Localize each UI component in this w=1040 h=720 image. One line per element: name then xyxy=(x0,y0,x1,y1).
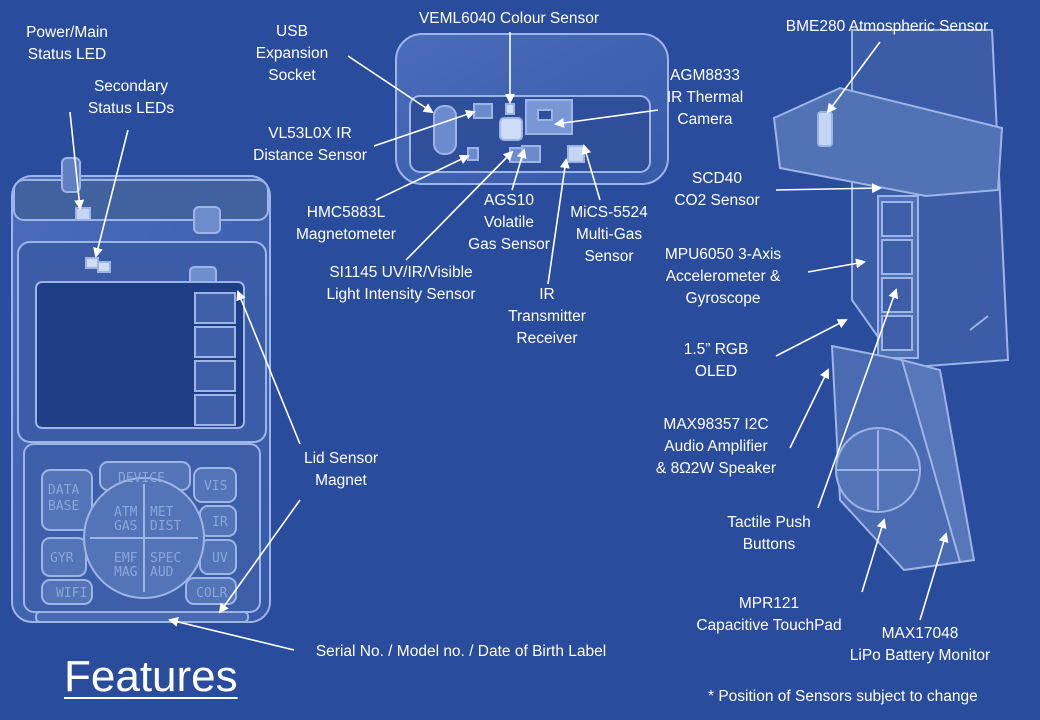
leader-lid-magnet xyxy=(218,499,301,614)
leader-power-led xyxy=(69,111,85,210)
leader-buttons xyxy=(817,288,899,509)
leader-si1145 xyxy=(405,150,514,261)
key-database-1: DATA xyxy=(48,483,79,498)
label-mpr121: MPR121 Capacitive TouchPad xyxy=(696,595,842,634)
label-mpu6050: MPU6050 3-Axis Accelerometer & Gyroscope xyxy=(664,246,782,307)
label-max17048: MAX17048 LiPo Battery Monitor xyxy=(849,625,991,664)
label-si1145: SI1145 UV/IR/Visible Light Intensity Sens… xyxy=(326,264,476,303)
label-buttons: Tactile Push Buttons xyxy=(727,514,811,553)
key-mag: MAG xyxy=(114,565,138,580)
leader-mpr121 xyxy=(861,518,887,593)
leader-mpu6050 xyxy=(807,258,866,273)
label-secondary-leds: Secondary Status LEDs xyxy=(87,78,175,117)
leader-max98357 xyxy=(789,368,829,449)
key-dist: DIST xyxy=(150,519,181,534)
leader-lid-button xyxy=(236,290,301,445)
hmc5883l-chip xyxy=(467,147,479,161)
leader-oled xyxy=(775,319,848,357)
key-uv: UV xyxy=(212,551,228,566)
label-veml6040: VEML6040 Colour Sensor xyxy=(418,10,600,27)
key-gas: GAS xyxy=(114,519,137,534)
footnote: * Position of Sensors subject to change xyxy=(708,688,978,705)
bme280-chip xyxy=(817,111,833,147)
label-lid-magnet: Lid Sensor Magnet xyxy=(303,450,379,489)
leader-mics5524 xyxy=(581,144,601,201)
usb-socket xyxy=(433,105,457,155)
oled-screen xyxy=(35,281,245,429)
label-vl53l0x: VL53L0X IR Distance Sensor xyxy=(253,125,367,164)
leader-hmc5883l xyxy=(375,154,470,201)
side-view-device xyxy=(772,29,1010,572)
key-met: MET xyxy=(150,505,174,520)
leader-agm8833 xyxy=(554,109,659,128)
key-emf: EMF xyxy=(114,551,138,566)
label-ags10: AGS10 Volatile Gas Sensor xyxy=(468,192,550,253)
label-power-led: Power/Main Status LED xyxy=(26,24,108,63)
label-mics5524: MiCS-5524 Multi-Gas Sensor xyxy=(570,204,648,265)
serial-label xyxy=(35,611,249,623)
key-device: DEVICE xyxy=(118,471,165,486)
label-serial: Serial No. / Model no. / Date of Birth L… xyxy=(315,643,607,660)
secondary-led-2 xyxy=(97,261,111,273)
label-usb: USB Expansion Socket xyxy=(255,23,329,84)
key-gyr: GYR xyxy=(50,551,74,566)
label-oled: 1.5” RGB OLED xyxy=(683,341,749,380)
key-database-2: BASE xyxy=(48,499,79,514)
page-title: Features xyxy=(64,652,238,701)
key-atm: ATM xyxy=(114,505,138,520)
leader-usb xyxy=(347,55,434,114)
leader-ir-tx xyxy=(547,158,570,285)
key-wifi: WIFI xyxy=(56,586,87,601)
side-button xyxy=(193,206,221,234)
leader-bme280 xyxy=(826,41,881,114)
label-scd40: SCD40 CO2 Sensor xyxy=(674,170,760,209)
leader-scd40 xyxy=(775,183,882,194)
leader-serial xyxy=(168,617,295,651)
leader-vl53l0x xyxy=(373,109,476,147)
label-agm8833: AGM8833 IR Thermal Camera xyxy=(666,67,744,128)
leader-ags10 xyxy=(511,148,527,191)
leader-max17048 xyxy=(919,532,949,621)
front-view-device: DATA BASE GYR WIFI DEVICE VIS IR UV COLR… xyxy=(11,157,271,623)
key-colr: COLR xyxy=(196,586,227,601)
leader-secondary-leds xyxy=(93,129,129,258)
label-ir-tx: IR Transmitter Receiver xyxy=(508,286,586,347)
label-hmc5883l: HMC5883L Magnetometer xyxy=(296,204,396,243)
key-aud: AUD xyxy=(150,565,174,580)
label-bme280: BME280 Atmospheric Sensor xyxy=(785,18,989,35)
ir-tx-rx xyxy=(499,117,523,141)
key-spec: SPEC xyxy=(150,551,181,566)
veml6040-chip xyxy=(505,103,515,115)
label-max98357: MAX98357 I2C Audio Amplifier & 8Ω2W Speake… xyxy=(655,416,777,477)
key-vis: VIS xyxy=(204,479,227,494)
key-ir: IR xyxy=(212,515,228,530)
